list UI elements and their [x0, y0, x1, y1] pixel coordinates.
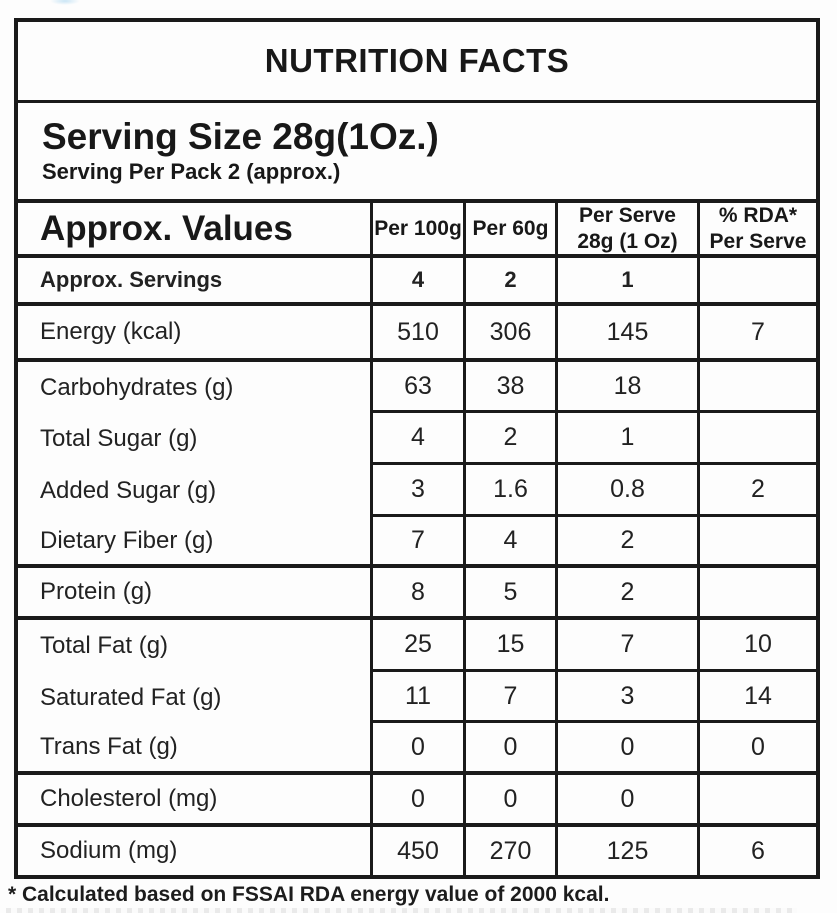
cell-rda-per-serve — [697, 258, 816, 306]
cell-per-100g: 4 — [370, 413, 463, 465]
cell-per-60g: 5 — [463, 568, 555, 620]
cell-row-label: Approx. Servings — [18, 258, 370, 306]
cell-per-100g: 450 — [370, 827, 463, 875]
cell-row-label: Sodium (mg) — [40, 837, 178, 864]
cell-per-60g: 4 — [463, 517, 555, 568]
serving-size-text: Serving Size 28g(1Oz.) — [42, 115, 439, 157]
cell-row-label: Trans Fat (g) — [18, 723, 370, 775]
cell-row-label: Dietary Fiber (g) — [18, 517, 370, 568]
cell-per-serve: 2 — [555, 517, 697, 568]
cell-row-label: Energy (kcal) — [18, 306, 370, 362]
cell-per-100g: 63 — [370, 362, 463, 413]
serving-per-pack-text: Serving Per Pack 2 (approx.) — [42, 159, 341, 185]
cell-rda-per-serve — [697, 517, 816, 568]
cell-per-60g: 7 — [463, 672, 555, 723]
table-row-carbohydrates: Carbohydrates (g) 63 38 18 — [18, 362, 816, 413]
cell-row-label: Cholesterol (mg) — [18, 775, 370, 827]
cell-per-100g: 11 — [370, 672, 463, 723]
cell-row-label: Carbohydrates (g) — [40, 373, 234, 401]
cell-per-60g: 270 — [463, 827, 555, 875]
cell-per-60g: 0 — [463, 775, 555, 827]
cell-per-serve: 145 — [555, 306, 697, 362]
cell-rda-per-serve: 2 — [697, 465, 816, 517]
cell-per-100g: 510 — [370, 306, 463, 362]
cell-per-serve: 125 — [555, 827, 697, 875]
table-row-total-sugar: Total Sugar (g) 4 2 1 — [18, 413, 816, 465]
cell-rda-per-serve: 10 — [697, 620, 816, 672]
nutrition-facts-label: NUTRITION FACTS Serving Size 28g(1Oz.) S… — [14, 18, 820, 879]
cell-per-serve: 0.8 — [555, 465, 697, 517]
scan-artifact-top — [50, 0, 80, 5]
table-row-approx-servings: Approx. Servings 4 2 1 — [18, 258, 816, 306]
cell-per-60g: 15 — [463, 620, 555, 672]
cell-per-100g: 3 — [370, 465, 463, 517]
column-header-rda-per-serve: % RDA* Per Serve — [697, 203, 816, 258]
cell-per-100g: 7 — [370, 517, 463, 568]
cell-per-100g: 0 — [370, 775, 463, 827]
cell-rda-per-serve: 14 — [697, 672, 816, 723]
cell-row-label: Total Sugar (g) — [40, 425, 198, 452]
label-title: NUTRITION FACTS — [264, 42, 570, 79]
table-row-energy: Energy (kcal) 510 306 145 7 — [18, 306, 816, 362]
cell-rda-per-serve — [697, 568, 816, 620]
table-row-trans-fat: Trans Fat (g) 0 0 0 0 — [18, 723, 816, 775]
cell-row-label: Saturated Fat (g) — [40, 683, 222, 711]
cell-per-100g: 8 — [370, 568, 463, 620]
footnote-text: * Calculated based on FSSAI RDA energy v… — [8, 883, 610, 906]
cell-rda-per-serve — [697, 362, 816, 413]
column-header-per-100g: Per 100g — [370, 203, 463, 258]
cell-rda-per-serve — [697, 775, 816, 827]
cell-per-60g: 306 — [463, 306, 555, 362]
cell-per-serve: 1 — [555, 258, 697, 306]
cell-rda-per-serve: 6 — [697, 827, 816, 875]
cell-per-60g: 2 — [463, 258, 555, 306]
serving-info-section: Serving Size 28g(1Oz.) Serving Per Pack … — [18, 103, 816, 203]
cell-per-serve: 18 — [555, 362, 697, 413]
table-row-saturated-fat: Saturated Fat (g) 11 7 3 14 — [18, 672, 816, 723]
table-row-dietary-fiber: Dietary Fiber (g) 7 4 2 — [18, 517, 816, 568]
cell-per-60g: 2 — [463, 413, 555, 465]
cell-per-serve: 1 — [555, 413, 697, 465]
table-row-added-sugar: Added Sugar (g) 3 1.6 0.8 2 — [18, 465, 816, 517]
cell-row-label: Total Fat (g) — [40, 632, 169, 659]
cell-per-serve: 7 — [555, 620, 697, 672]
cell-row-label: Added Sugar (g) — [40, 477, 217, 504]
cell-per-serve: 2 — [555, 568, 697, 620]
cell-per-serve: 0 — [555, 775, 697, 827]
table-row-protein: Protein (g) 8 5 2 — [18, 568, 816, 620]
cell-per-100g: 0 — [370, 723, 463, 775]
approx-values-heading: Approx. Values — [18, 203, 370, 258]
cell-rda-per-serve — [697, 413, 816, 465]
cell-per-60g: 38 — [463, 362, 555, 413]
cell-rda-per-serve: 0 — [697, 723, 816, 775]
cell-per-60g: 1.6 — [463, 465, 555, 517]
column-header-per-60g: Per 60g — [463, 203, 555, 258]
table-row-sodium: Sodium (mg) 450 270 125 6 — [18, 827, 816, 875]
table-row-cholesterol: Cholesterol (mg) 0 0 0 — [18, 775, 816, 827]
cell-row-label: Protein (g) — [18, 568, 370, 620]
table-header-row: Approx. Values Per 100g Per 60g Per Serv… — [18, 203, 816, 258]
cell-per-60g: 0 — [463, 723, 555, 775]
column-header-per-serve: Per Serve 28g (1 Oz) — [555, 203, 697, 258]
cell-per-100g: 4 — [370, 258, 463, 306]
cell-rda-per-serve: 7 — [697, 306, 816, 362]
cell-per-100g: 25 — [370, 620, 463, 672]
table-row-total-fat: Total Fat (g) 25 15 7 10 — [18, 620, 816, 672]
cell-per-serve: 0 — [555, 723, 697, 775]
label-title-section: NUTRITION FACTS — [18, 22, 816, 103]
scan-artifact-bottom — [6, 908, 797, 913]
cell-per-serve: 3 — [555, 672, 697, 723]
